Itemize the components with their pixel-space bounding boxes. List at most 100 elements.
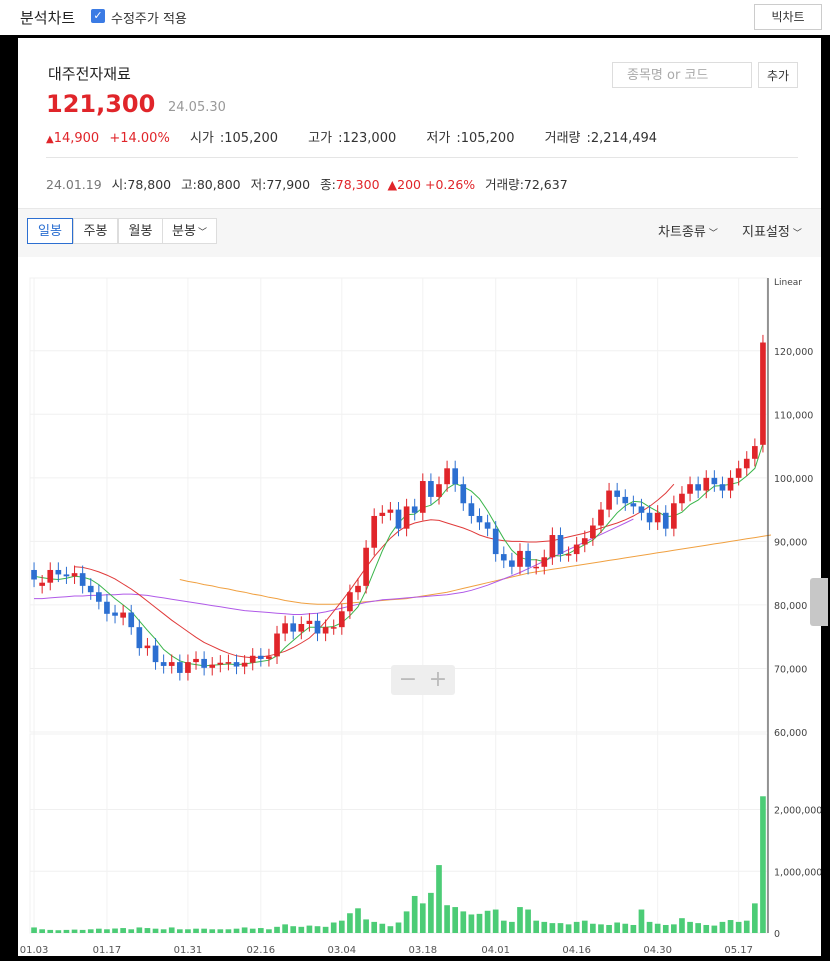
candle <box>598 509 604 526</box>
candle <box>403 506 410 529</box>
candle <box>687 484 693 494</box>
candle <box>298 623 305 632</box>
volume-bar <box>322 926 329 933</box>
divider <box>46 157 798 158</box>
volume-bar <box>557 923 564 933</box>
candles <box>31 334 766 681</box>
volume-bar <box>306 925 313 933</box>
volume-bar <box>63 929 70 933</box>
x-tick-label: 02.16 <box>246 945 275 956</box>
candle <box>71 573 78 577</box>
volume-bar <box>719 921 726 933</box>
candle <box>468 503 475 516</box>
indicator-menu[interactable]: 지표설정 ﹀ <box>742 225 802 240</box>
volume-bar <box>606 924 612 933</box>
volume-bar <box>752 903 758 933</box>
chart-panel: 대주전자재료 121,300 24.05.30 종목명 or 코드 추가 ▲14… <box>18 38 821 956</box>
candle <box>452 468 459 485</box>
candle <box>128 612 135 628</box>
chart-type-menu[interactable]: 차트종류 ﹀ <box>658 225 718 240</box>
adjusted-price-label[interactable]: 수정주가 적용 <box>111 12 187 27</box>
y-tick-label: 80,000 <box>774 601 807 612</box>
zoom-in-button[interactable]: + <box>428 667 448 692</box>
candle <box>257 655 264 659</box>
candle <box>606 490 612 510</box>
volume-bar <box>347 913 353 933</box>
volume-bar <box>403 911 410 933</box>
volume-bar <box>136 927 143 933</box>
volume-bar <box>282 924 288 933</box>
chart-axis: 01.03 01.17 01.31 02.16 03.04 03.18 04.01 04.16… <box>20 278 821 956</box>
volume-bar <box>419 903 426 933</box>
y-tick-label: 1,000,000 <box>774 867 821 878</box>
volume-bar <box>476 913 483 933</box>
candle <box>314 620 321 634</box>
volume-bar <box>112 928 118 933</box>
volume-bar <box>492 909 499 933</box>
chart-grid <box>29 277 768 934</box>
volume-bar <box>687 921 693 933</box>
candle <box>241 662 248 667</box>
volume-bar <box>581 920 588 933</box>
candle <box>55 569 62 575</box>
big-chart-button[interactable]: 빅차트 <box>754 4 822 30</box>
candle <box>565 554 572 556</box>
candle <box>500 554 507 561</box>
candle <box>695 484 701 491</box>
candle <box>355 585 361 593</box>
candle <box>411 506 418 513</box>
volume-bar <box>622 923 629 933</box>
stock-name: 대주전자재료 <box>48 65 131 83</box>
candle <box>379 512 386 516</box>
scale-label: Linear <box>774 278 802 288</box>
x-tick-label: 03.18 <box>408 945 437 956</box>
y-tick-label: 110,000 <box>774 410 813 421</box>
add-button[interactable]: 추가 <box>758 62 798 88</box>
change: ▲14,900 +14.00% <box>46 131 170 146</box>
candle <box>185 662 191 673</box>
volume-bar <box>468 914 475 933</box>
volume-bar <box>152 928 159 933</box>
side-panel-handle[interactable] <box>810 578 828 626</box>
top-bar: 분석차트 ✓ 수정주가 적용 빅차트 <box>0 0 830 35</box>
volume-bar <box>525 909 531 933</box>
y-tick-label: 120,000 <box>774 347 813 358</box>
candle <box>533 566 540 569</box>
volume-bar <box>695 923 701 933</box>
chevron-down-icon: ﹀ <box>792 229 802 239</box>
candle <box>193 658 199 663</box>
price-summary: ▲14,900 +14.00% 시가:105,200 고가:123,000 저가… <box>46 131 658 146</box>
up-arrow-icon: ▲ <box>387 177 398 192</box>
candle <box>371 515 378 548</box>
candle <box>444 468 450 485</box>
x-tick-label: 05.17 <box>724 945 753 956</box>
adjusted-price-checkbox[interactable]: ✓ <box>91 9 105 23</box>
volume-bar <box>176 929 183 933</box>
x-tick-label: 01.31 <box>174 945 203 956</box>
tab-monthly[interactable]: 월봉 <box>118 218 163 244</box>
volume-bar <box>209 929 216 933</box>
volume-bar <box>249 928 256 933</box>
volume-bar <box>330 922 337 933</box>
candle <box>233 662 240 667</box>
tab-weekly[interactable]: 주봉 <box>73 218 118 244</box>
volume-bar <box>233 928 240 933</box>
candle <box>209 664 216 668</box>
stock-chart[interactable]: 01.03 01.17 01.31 02.16 03.04 03.18 04.01 04.16… <box>18 256 821 956</box>
search-input[interactable]: 종목명 or 코드 <box>612 62 752 88</box>
zoom-out-button[interactable]: − <box>398 667 418 692</box>
volume-bar <box>128 929 135 933</box>
volume-bar <box>517 907 523 933</box>
zoom-controls: − + <box>391 665 455 695</box>
volume-bar <box>31 927 37 933</box>
candle <box>671 503 677 529</box>
candle <box>760 342 766 445</box>
candle <box>338 611 345 628</box>
candle <box>387 509 394 513</box>
volume-panel <box>29 733 768 934</box>
tab-daily[interactable]: 일봉 <box>27 218 73 244</box>
candle <box>249 655 256 663</box>
tab-minute[interactable]: 분봉 ﹀ <box>162 218 217 244</box>
up-arrow-icon: ▲ <box>46 134 54 145</box>
x-tick-label: 04.16 <box>562 945 591 956</box>
